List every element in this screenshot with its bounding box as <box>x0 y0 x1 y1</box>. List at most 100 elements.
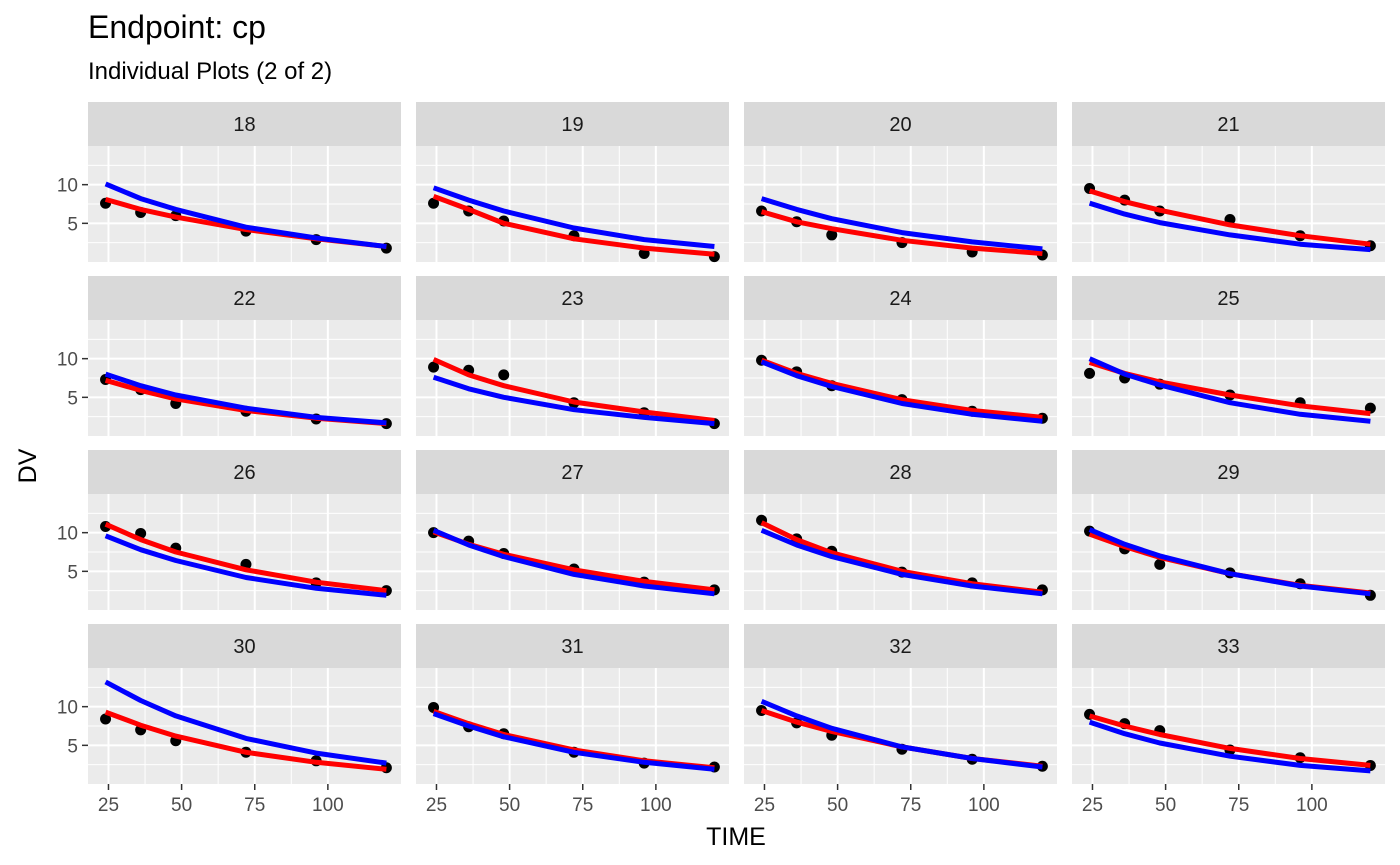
strip-label: 24 <box>889 288 911 310</box>
individual-prediction-line <box>1088 188 1371 247</box>
strip-background <box>416 450 729 494</box>
strip-label: 30 <box>233 636 255 658</box>
strip-label: 18 <box>233 114 255 136</box>
population-prediction-line <box>1088 527 1371 597</box>
panel-20: 20 <box>744 102 1057 262</box>
individual-prediction-line <box>432 193 715 257</box>
strip-background <box>744 102 1057 146</box>
strip-background <box>1072 102 1385 146</box>
population-prediction-line <box>760 359 1043 424</box>
strip-label: 23 <box>561 288 583 310</box>
y-tick-label: 10 <box>57 698 78 719</box>
observed-point <box>498 369 510 381</box>
strip-label: 28 <box>889 462 911 484</box>
observed-point <box>1084 367 1096 379</box>
individual-prediction-line <box>432 357 715 423</box>
panel-29: 29 <box>1072 450 1385 610</box>
x-tick-label: 50 <box>827 795 848 816</box>
strip-label: 32 <box>889 636 911 658</box>
x-tick-label: 100 <box>640 795 672 816</box>
observed-point <box>1154 558 1166 570</box>
observed-point <box>100 713 112 725</box>
strip-background <box>416 276 729 320</box>
x-tick-label: 75 <box>572 795 593 816</box>
strip-background <box>88 276 401 320</box>
panel-31: 31 25 50 75 100 <box>416 624 729 816</box>
strip-label: 25 <box>1217 288 1239 310</box>
strip-background <box>416 624 729 668</box>
population-prediction-line <box>760 698 1043 770</box>
y-tick-label: 5 <box>67 562 78 583</box>
strip-label: 27 <box>561 462 583 484</box>
strip-background <box>744 450 1057 494</box>
panel-21: 21 <box>1072 102 1385 262</box>
population-prediction-line <box>104 371 387 426</box>
facet-panels: 18 5 10 19 20 21 22 5 10 23 24 25 26 5 10 27 28 29 30 5 10 25… <box>57 102 1385 816</box>
x-axis-title: TIME <box>706 823 766 851</box>
y-tick-label: 5 <box>67 388 78 409</box>
panel-30: 30 5 10 25 50 75 100 <box>57 624 401 816</box>
panel-26: 26 5 10 <box>57 450 401 610</box>
strip-label: 31 <box>561 636 583 658</box>
chart-title: Endpoint: cp <box>88 9 266 45</box>
individual-prediction-line <box>760 209 1043 256</box>
population-prediction-line <box>760 527 1043 597</box>
population-prediction-line <box>432 527 715 597</box>
population-prediction-line <box>104 679 387 766</box>
population-prediction-line <box>432 374 715 427</box>
observed-point <box>428 197 440 209</box>
strip-background <box>1072 276 1385 320</box>
strip-label: 22 <box>233 288 255 310</box>
population-prediction-line <box>432 711 715 772</box>
strip-label: 29 <box>1217 462 1239 484</box>
x-tick-label: 50 <box>499 795 520 816</box>
panel-24: 24 <box>744 276 1057 436</box>
x-tick-label: 25 <box>754 795 775 816</box>
strip-background <box>88 624 401 668</box>
population-prediction-line <box>432 185 715 249</box>
y-tick-label: 10 <box>57 176 78 197</box>
x-tick-label: 25 <box>98 795 119 816</box>
strip-background <box>416 102 729 146</box>
panel-23: 23 <box>416 276 729 436</box>
observed-point <box>826 229 838 241</box>
panel-28: 28 <box>744 450 1057 610</box>
y-axis-title: DV <box>14 448 42 483</box>
population-prediction-line <box>104 533 387 598</box>
panel-32: 32 25 50 75 100 <box>744 624 1057 816</box>
x-tick-label: 75 <box>1228 795 1249 816</box>
population-prediction-line <box>104 181 387 249</box>
strip-background <box>1072 624 1385 668</box>
strip-background <box>88 450 401 494</box>
strip-label: 33 <box>1217 636 1239 658</box>
y-tick-label: 10 <box>57 350 78 371</box>
x-tick-label: 100 <box>312 795 344 816</box>
x-tick-label: 50 <box>1155 795 1176 816</box>
population-prediction-line <box>760 196 1043 252</box>
population-prediction-line <box>1088 356 1371 424</box>
x-tick-label: 25 <box>1082 795 1103 816</box>
panel-25: 25 <box>1072 276 1385 436</box>
strip-background <box>744 624 1057 668</box>
strip-background <box>744 276 1057 320</box>
y-tick-label: 5 <box>67 736 78 757</box>
x-tick-label: 75 <box>900 795 921 816</box>
x-tick-label: 25 <box>426 795 447 816</box>
panel-18: 18 5 10 <box>57 102 401 262</box>
population-prediction-line <box>1088 200 1371 253</box>
strip-label: 21 <box>1217 114 1239 136</box>
strip-background <box>1072 450 1385 494</box>
individual-prediction-line <box>104 521 387 594</box>
panel-19: 19 <box>416 102 729 263</box>
strip-label: 20 <box>889 114 911 136</box>
strip-label: 26 <box>233 462 255 484</box>
panel-22: 22 5 10 <box>57 276 401 436</box>
panel-27: 27 <box>416 450 729 610</box>
individual-prediction-line <box>104 709 387 772</box>
x-tick-label: 100 <box>968 795 1000 816</box>
observed-point <box>428 361 440 373</box>
chart-subtitle: Individual Plots (2 of 2) <box>88 58 332 85</box>
x-tick-label: 75 <box>244 795 265 816</box>
panel-33: 33 25 50 75 100 <box>1072 624 1385 816</box>
